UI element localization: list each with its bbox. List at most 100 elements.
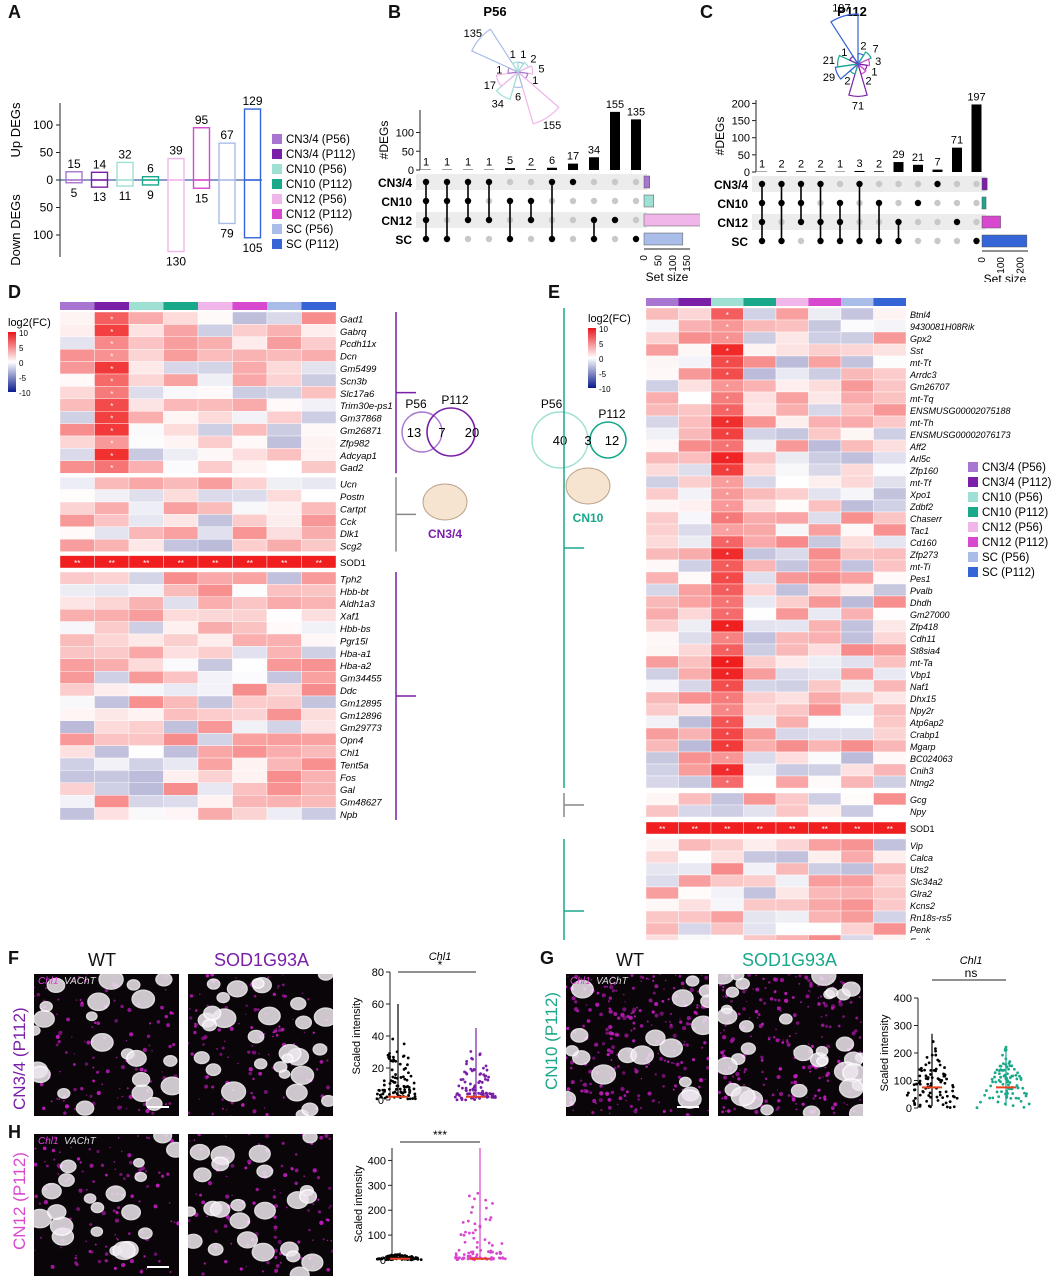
- chl1-puncta: [794, 1074, 798, 1078]
- rose-petal: [834, 63, 860, 80]
- heatmap-cell: [163, 386, 199, 400]
- chl1-puncta: [706, 1065, 709, 1070]
- chl1-puncta: [248, 1162, 251, 1165]
- heatmap-cell: [743, 331, 777, 345]
- chl1-puncta: [245, 1265, 248, 1268]
- chl1-puncta: [118, 1087, 121, 1090]
- legend-label: SC (P112): [286, 239, 339, 251]
- chl1-puncta: [97, 1259, 102, 1264]
- chl1-puncta: [685, 1113, 690, 1116]
- matrix-dot: [527, 235, 535, 243]
- set-size-label: Set size: [646, 270, 689, 282]
- heatmap-cell: [775, 559, 809, 573]
- upset-bar-label: 1: [444, 157, 450, 169]
- violin-point: [1003, 1047, 1007, 1051]
- chl1-puncta: [146, 1267, 148, 1270]
- violin-point: [467, 1231, 471, 1235]
- rose-label: 1: [520, 49, 526, 61]
- heatmap-cell: [808, 499, 842, 513]
- chl1-puncta: [631, 986, 635, 990]
- chl1-puncta: [607, 1098, 612, 1102]
- heatmap-cell: [163, 373, 199, 387]
- violin-point: [1022, 1105, 1026, 1109]
- heatmap-cell: [840, 463, 874, 477]
- chl1-puncta: [252, 1109, 257, 1114]
- chl1-puncta: [613, 982, 617, 985]
- violin-point: [473, 1084, 477, 1088]
- violin-point: [1024, 1094, 1028, 1098]
- chl1-puncta: [272, 1195, 277, 1199]
- chl1-puncta: [764, 1099, 768, 1104]
- violin-point: [995, 1068, 999, 1072]
- chl1-puncta: [616, 1103, 619, 1106]
- matrix-dot: [895, 199, 902, 207]
- chl1-puncta: [145, 1136, 149, 1139]
- chl1-puncta: [826, 1079, 830, 1083]
- chl1-puncta: [686, 1016, 691, 1021]
- chl1-puncta: [681, 1088, 684, 1091]
- chl1-puncta: [778, 1038, 781, 1041]
- violin-point: [382, 1083, 386, 1087]
- heatmap-cell: [197, 757, 233, 771]
- heatmap-cell: [808, 763, 842, 777]
- heatmap-cell: [232, 435, 268, 449]
- violin-point: [935, 1095, 939, 1099]
- vacht-cell: [126, 979, 141, 991]
- rose-label: 1: [532, 75, 538, 87]
- chl1-puncta: [272, 992, 277, 997]
- chl1-puncta: [659, 1056, 664, 1061]
- heatmap-cell: [645, 355, 679, 369]
- colorbar-tick: -10: [599, 385, 611, 394]
- heatmap-cell: [645, 898, 679, 912]
- bar-up: [218, 142, 236, 181]
- heatmap-cell: [197, 435, 233, 449]
- chl1-puncta: [792, 1013, 797, 1018]
- colorbar-tick: 5: [599, 340, 604, 349]
- chl1-puncta: [611, 1045, 615, 1049]
- chl1-puncta: [114, 1218, 120, 1223]
- heatmap-cell: [645, 343, 679, 357]
- colorbar-tick: 0: [599, 355, 604, 364]
- heatmap-cell: [197, 311, 233, 325]
- chl1-puncta: [801, 1102, 805, 1106]
- venn-left-count: 40: [553, 433, 567, 448]
- h-wt-micrograph: Chl1 VAChT: [34, 1134, 179, 1276]
- violin-point: [500, 1242, 504, 1245]
- heatmap-cell: [232, 514, 268, 527]
- chl1-puncta: [155, 1183, 160, 1188]
- chl1-puncta: [96, 1090, 101, 1096]
- heatmap-cell: [873, 667, 907, 681]
- chl1-puncta: [722, 996, 724, 998]
- chl1-puncta: [331, 1249, 333, 1254]
- heatmap-cell: [645, 607, 679, 621]
- heatmap-cell: [163, 695, 199, 709]
- upset-bar-label: 3: [856, 158, 862, 170]
- heatmap-cell: [873, 475, 907, 489]
- heatmap-cell: [128, 720, 164, 734]
- violin-point: [462, 1253, 466, 1256]
- gene-label: Ntng2: [910, 778, 934, 788]
- chl1-puncta: [93, 1021, 97, 1024]
- chl1-puncta: [294, 1181, 298, 1186]
- violin-point: [393, 1255, 397, 1259]
- chl1-puncta: [253, 994, 257, 998]
- heatmap-cell: [840, 922, 874, 936]
- gene-label: Gm26871: [340, 426, 382, 437]
- heatmap-cell: [94, 695, 130, 709]
- violin-point: [406, 1097, 410, 1101]
- chl1-puncta: [204, 1084, 209, 1089]
- chl1-puncta: [63, 1111, 67, 1115]
- rose-petal: [855, 58, 871, 67]
- gene-label: Dcn: [340, 352, 357, 363]
- gene-label: Btnl4: [910, 310, 931, 320]
- chl1-puncta: [764, 986, 767, 990]
- heatmap-cell: [232, 386, 268, 400]
- y-tick-label: 50: [40, 146, 54, 160]
- heatmap-cell: [840, 607, 874, 621]
- chl1-puncta: [240, 1103, 245, 1107]
- chl1-puncta: [250, 1091, 253, 1095]
- significance-mark: *: [110, 340, 113, 349]
- significance-mark: **: [316, 559, 322, 568]
- heatmap-cell: [232, 410, 268, 424]
- heatmap-cell: [232, 584, 268, 597]
